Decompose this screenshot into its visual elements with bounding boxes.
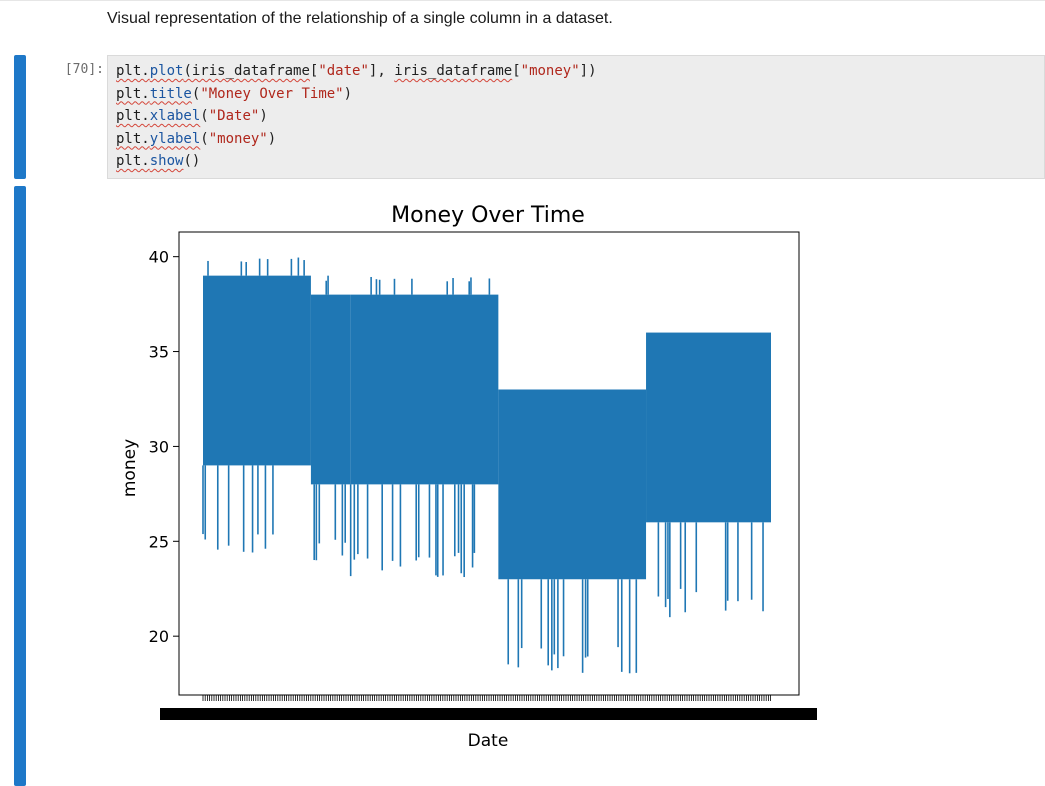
markdown-cell[interactable]: Visual representation of the relationshi… [107,6,1037,32]
series-band-0 [203,275,311,466]
code-line-1: plt.plot(iris_dataframe["date"], iris_da… [116,63,597,79]
code-line-3: plt.xlabel("Date") [116,108,268,124]
cell-collapser-code[interactable] [14,55,26,179]
y-axis-label: money [120,439,140,497]
code-line-2: plt.title("Money Over Time") [116,85,353,102]
output-area: Money Over Time 20 25 30 35 40 Date money [34,186,1045,777]
y-tick-label: 25 [149,532,169,551]
top-divider [0,0,1045,1]
code-editor[interactable]: plt.plot(iris_dataframe["date"], iris_da… [107,55,1045,179]
series-money [202,257,771,674]
series-band-2 [350,294,499,485]
code-line-4: plt.ylabel("money") [116,130,277,147]
code-line-5: plt.show() [116,153,201,169]
execution-prompt: [70]: [64,62,104,77]
cell-collapser-output[interactable] [14,186,26,786]
markdown-text: Visual representation of the relationshi… [107,10,613,27]
y-tick-label: 40 [149,248,169,267]
x-tick-labels-overlapped [160,708,817,720]
x-axis-label: Date [468,731,509,751]
code-text[interactable]: plt.plot(iris_dataframe["date"], iris_da… [116,60,597,173]
y-tick-label: 35 [149,343,169,362]
x-axis-ticks [202,695,771,701]
series-band-4 [646,332,771,523]
money-over-time-chart: Money Over Time 20 25 30 35 40 Date money [120,203,817,751]
y-axis-ticks: 20 25 30 35 40 [149,248,179,646]
y-tick-label: 20 [149,627,169,646]
chart-title: Money Over Time [391,203,585,228]
y-tick-label: 30 [149,437,169,456]
series-band-3 [498,389,647,580]
series-band-1 [310,294,351,485]
